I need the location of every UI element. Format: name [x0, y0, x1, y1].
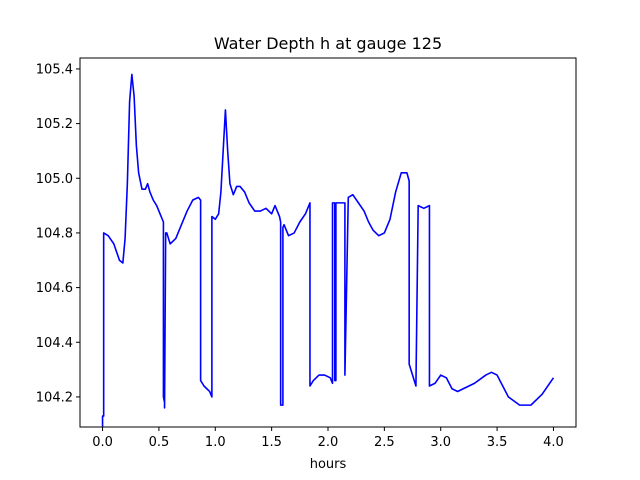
plot-area: [101, 73, 555, 427]
y-tick-label: 104.4: [36, 336, 73, 351]
x-tick-label: 2.5: [374, 435, 395, 450]
x-tick-label: 0.0: [92, 435, 113, 450]
x-tick-label: 0.5: [149, 435, 170, 450]
y-tick-label: 104.6: [36, 281, 73, 296]
y-tick-label: 105.0: [36, 172, 73, 187]
y-tick-label: 105.4: [36, 62, 73, 77]
x-axis: 0.0 0.5 1.0 1.5 2.0 2.5 3.0 3.5 4.0: [92, 427, 564, 450]
y-tick-label: 104.2: [36, 390, 73, 405]
chart-title: Water Depth h at gauge 125: [214, 34, 442, 53]
x-axis-label: hours: [310, 457, 347, 472]
x-tick-label: 1.0: [205, 435, 226, 450]
x-tick-label: 4.0: [543, 435, 564, 450]
series-line-1: [101, 73, 555, 427]
x-tick-label: 1.5: [261, 435, 282, 450]
x-tick-label: 2.0: [318, 435, 339, 450]
y-tick-label: 104.8: [36, 226, 73, 241]
y-axis: 104.2 104.4 104.6 104.8 105.0 105.2 105.4: [36, 62, 80, 405]
y-tick-label: 105.2: [36, 117, 73, 132]
x-tick-label: 3.5: [487, 435, 508, 450]
x-tick-label: 3.0: [430, 435, 451, 450]
